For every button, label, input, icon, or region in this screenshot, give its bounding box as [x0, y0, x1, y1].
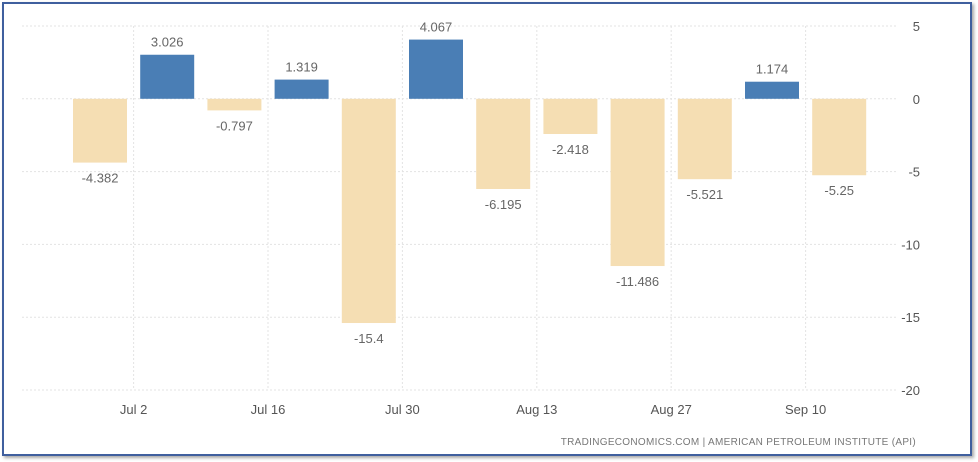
bars — [73, 39, 867, 324]
x-tick-label: Aug 27 — [651, 402, 692, 417]
bar-aug-20[interactable] — [610, 98, 665, 267]
data-label: -5.521 — [686, 187, 723, 202]
x-tick-label: Jul 2 — [120, 402, 147, 417]
bar-sep-3[interactable] — [745, 81, 799, 99]
bar-jun-25[interactable] — [73, 98, 127, 163]
y-axis-ticks: 5 0 -5 -10 -15 -20 — [901, 19, 920, 398]
y-tick-label: -15 — [901, 310, 920, 325]
y-tick-label: -20 — [901, 383, 920, 398]
data-label: 1.174 — [756, 62, 789, 77]
data-label: 4.067 — [420, 20, 453, 35]
bar-jul-23[interactable] — [341, 98, 396, 324]
y-tick-label: 0 — [913, 92, 920, 107]
data-label: -11.486 — [616, 274, 659, 289]
bar-aug-13[interactable] — [543, 98, 598, 135]
source-credit: TRADINGECONOMICS.COM | AMERICAN PETROLEU… — [561, 437, 916, 448]
x-tick-label: Jul 16 — [251, 402, 286, 417]
chart-frame: -4.382 3.026 -0.797 1.319 -15.4 4.067 -6.195 -2… — [2, 2, 972, 456]
data-label: -5.25 — [824, 183, 854, 198]
bar-jul-2[interactable] — [140, 54, 195, 99]
data-label: -6.195 — [485, 197, 522, 212]
bar-jul-16[interactable] — [274, 79, 329, 99]
x-tick-label: Sep 10 — [785, 402, 826, 417]
x-axis-ticks: Jul 2 Jul 16 Jul 30 Aug 13 Aug 27 Sep 10 — [120, 402, 826, 417]
x-tick-label: Jul 30 — [385, 402, 420, 417]
data-label: 3.026 — [151, 35, 184, 50]
x-tick-label: Aug 13 — [516, 402, 557, 417]
bar-jul-30[interactable] — [409, 39, 463, 99]
y-tick-label: -5 — [908, 165, 920, 180]
data-label: -2.418 — [552, 142, 589, 157]
data-label: -4.382 — [82, 171, 119, 186]
bar-jul-9[interactable] — [207, 98, 262, 111]
data-label: -15.4 — [354, 331, 384, 346]
bar-aug-6[interactable] — [476, 98, 531, 189]
data-label: 1.319 — [285, 60, 318, 75]
data-labels: -4.382 3.026 -0.797 1.319 -15.4 4.067 -6.195 -2… — [82, 20, 854, 346]
data-label: -0.797 — [216, 118, 253, 133]
y-tick-label: -10 — [901, 237, 920, 252]
bar-aug-27[interactable] — [677, 98, 732, 180]
bar-chart: -4.382 3.026 -0.797 1.319 -15.4 4.067 -6.195 -2… — [22, 19, 920, 448]
y-tick-label: 5 — [913, 19, 920, 34]
bar-sep-10[interactable] — [812, 98, 867, 176]
